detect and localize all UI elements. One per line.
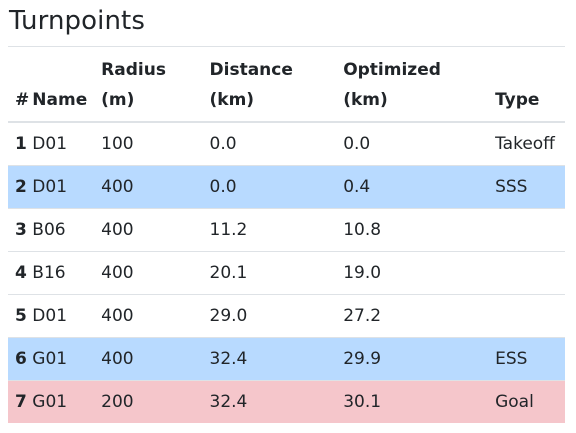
cell-distance: 32.4: [209, 379, 344, 423]
table-row: 6 G01 400 32.4 29.9 ESS: [8, 336, 565, 380]
header-distance-line1: Distance: [209, 59, 293, 80]
table-header: # Name Radius (m) Distance (km) Optimized (…: [8, 46, 565, 123]
cell-radius: 400: [101, 336, 210, 380]
cell-optimized: 0.4: [343, 164, 496, 208]
cell-num: 1: [8, 121, 33, 165]
cell-type: Takeoff: [495, 121, 565, 165]
table-body: 1 D01 100 0.0 0.0 Takeoff 2 D01 400 0.0 …: [8, 121, 565, 423]
header-num: #: [8, 46, 33, 123]
cell-radius: 400: [101, 207, 210, 251]
header-distance-line2: (km): [209, 89, 255, 110]
header-name: Name: [32, 46, 102, 123]
cell-name: B16: [32, 250, 102, 294]
header-row: # Name Radius (m) Distance (km) Optimized (…: [8, 46, 565, 123]
cell-num: 4: [8, 250, 33, 294]
cell-type: SSS: [495, 164, 565, 208]
table-row: 1 D01 100 0.0 0.0 Takeoff: [8, 121, 565, 165]
cell-num: 2: [8, 164, 33, 208]
turnpoints-table: # Name Radius (m) Distance (km) Optimized (…: [8, 46, 565, 423]
table-row: 4 B16 400 20.1 19.0: [8, 250, 565, 294]
cell-type: [495, 250, 565, 294]
cell-distance: 32.4: [209, 336, 344, 380]
header-distance: Distance (km): [209, 46, 344, 123]
cell-distance: 20.1: [209, 250, 344, 294]
cell-distance: 0.0: [209, 121, 344, 165]
cell-radius: 400: [101, 164, 210, 208]
cell-radius: 400: [101, 250, 210, 294]
cell-type: Goal: [495, 379, 565, 423]
cell-num: 3: [8, 207, 33, 251]
cell-type: [495, 207, 565, 251]
header-type: Type: [495, 46, 565, 123]
cell-optimized: 10.8: [343, 207, 496, 251]
cell-optimized: 19.0: [343, 250, 496, 294]
cell-optimized: 0.0: [343, 121, 496, 165]
cell-name: D01: [32, 293, 102, 337]
cell-distance: 29.0: [209, 293, 344, 337]
cell-radius: 100: [101, 121, 210, 165]
cell-num: 6: [8, 336, 33, 380]
table-row: 3 B06 400 11.2 10.8: [8, 207, 565, 251]
header-optimized-line2: (km): [343, 89, 388, 110]
table-row: 2 D01 400 0.0 0.4 SSS: [8, 164, 565, 208]
cell-num: 7: [8, 379, 33, 423]
cell-name: G01: [32, 336, 102, 380]
header-radius-line2: (m): [101, 89, 135, 110]
cell-type: [495, 293, 565, 337]
header-radius-line1: Radius: [101, 59, 166, 80]
cell-optimized: 29.9: [343, 336, 496, 380]
cell-radius: 400: [101, 293, 210, 337]
table-row: 5 D01 400 29.0 27.2: [8, 293, 565, 337]
cell-radius: 200: [101, 379, 210, 423]
table-row: 7 G01 200 32.4 30.1 Goal: [8, 379, 565, 423]
cell-type: ESS: [495, 336, 565, 380]
cell-optimized: 30.1: [343, 379, 496, 423]
cell-optimized: 27.2: [343, 293, 496, 337]
page-title: Turnpoints: [9, 6, 145, 36]
cell-name: D01: [32, 121, 102, 165]
cell-distance: 11.2: [209, 207, 344, 251]
header-optimized: Optimized (km): [343, 46, 496, 123]
cell-name: B06: [32, 207, 102, 251]
cell-num: 5: [8, 293, 33, 337]
header-radius: Radius (m): [101, 46, 210, 123]
header-optimized-line1: Optimized: [343, 59, 441, 80]
cell-distance: 0.0: [209, 164, 344, 208]
cell-name: G01: [32, 379, 102, 423]
cell-name: D01: [32, 164, 102, 208]
